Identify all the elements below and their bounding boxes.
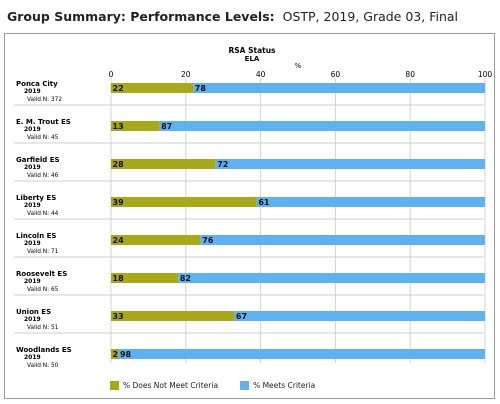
legend-label-not-meet: % Does Not Meet Criteria	[123, 381, 219, 390]
x-axis-label: %	[295, 62, 302, 70]
bar-meets	[193, 83, 485, 93]
data-label-meets: 61	[258, 198, 270, 207]
group-name-label: Union ES	[16, 308, 51, 316]
bar-not-meet	[111, 349, 119, 359]
group-valid-n-label: Valid N: 44	[27, 211, 59, 217]
group-valid-n-label: Valid N: 45	[27, 135, 59, 141]
data-label-meets: 98	[120, 350, 132, 359]
group-year-label: 2019	[24, 88, 41, 95]
x-tick-label: 80	[405, 70, 415, 79]
legend-swatch-not-meet	[110, 381, 119, 390]
data-label-not-meet: 24	[113, 236, 125, 245]
x-tick-label: 0	[109, 70, 114, 79]
data-label-meets: 78	[195, 84, 207, 93]
group-name-label: Liberty ES	[16, 194, 56, 202]
bar-meets	[200, 235, 485, 245]
bar-not-meet	[111, 273, 179, 283]
data-label-not-meet: 18	[113, 274, 125, 283]
bar-not-meet	[111, 83, 194, 93]
group-valid-n-label: Valid N: 372	[27, 97, 62, 103]
bar-not-meet	[111, 197, 257, 207]
x-tick-label: 40	[256, 70, 266, 79]
group-year-label: 2019	[24, 126, 41, 133]
group-name-label: Roosevelt ES	[16, 270, 67, 278]
group-year-label: 2019	[24, 240, 41, 247]
group-name-label: Ponca City	[16, 80, 58, 88]
group-year-label: 2019	[24, 278, 41, 285]
chart-legend: % Does Not Meet Criteria % Meets Criteri…	[110, 381, 337, 390]
group-name-label: E. M. Trout ES	[16, 118, 71, 126]
data-label-not-meet: 2	[113, 350, 119, 359]
x-tick-label: 60	[331, 70, 341, 79]
data-label-not-meet: 22	[113, 84, 124, 93]
page-title: Group Summary: Performance Levels: OSTP,…	[7, 9, 458, 24]
bar-meets	[118, 349, 485, 359]
chart-title: RSA Status	[228, 46, 276, 55]
group-year-label: 2019	[24, 164, 41, 171]
data-label-meets: 87	[161, 122, 172, 131]
group-name-label: Woodlands ES	[16, 346, 72, 354]
group-valid-n-label: Valid N: 46	[27, 173, 59, 179]
data-label-meets: 76	[202, 236, 214, 245]
bar-meets	[178, 273, 485, 283]
group-valid-n-label: Valid N: 50	[27, 363, 59, 369]
legend-item-not-meet: % Does Not Meet Criteria	[110, 381, 218, 390]
data-label-not-meet: 28	[113, 160, 125, 169]
data-label-not-meet: 13	[113, 122, 124, 131]
title-colon: :	[269, 9, 275, 24]
bar-not-meet	[111, 235, 201, 245]
data-label-meets: 72	[217, 160, 228, 169]
group-valid-n-label: Valid N: 65	[27, 287, 59, 293]
bar-not-meet	[111, 121, 160, 131]
bar-not-meet	[111, 159, 216, 169]
bar-not-meet	[111, 311, 235, 321]
bar-meets	[159, 121, 485, 131]
data-label-not-meet: 39	[113, 198, 125, 207]
legend-label-meets: % Meets Criteria	[253, 381, 316, 390]
group-year-label: 2019	[24, 354, 41, 361]
group-valid-n-label: Valid N: 71	[27, 249, 59, 255]
group-year-label: 2019	[24, 202, 41, 209]
legend-item-meets: % Meets Criteria	[240, 381, 315, 390]
group-name-label: Garfield ES	[16, 156, 60, 164]
group-year-label: 2019	[24, 316, 41, 323]
group-name-label: Lincoln ES	[16, 232, 56, 240]
chart-frame	[4, 33, 495, 399]
bar-meets	[256, 197, 485, 207]
chart-subtitle: ELA	[245, 55, 260, 63]
page-title-detail: OSTP, 2019, Grade 03, Final	[282, 9, 459, 24]
group-valid-n-label: Valid N: 51	[27, 325, 59, 331]
x-tick-label: 20	[181, 70, 191, 79]
data-label-not-meet: 33	[113, 312, 124, 321]
x-tick-label: 100	[478, 70, 493, 79]
page-title-bold: Group Summary: Performance Levels	[7, 9, 270, 24]
bar-meets	[234, 311, 485, 321]
data-label-meets: 67	[236, 312, 247, 321]
data-label-meets: 82	[180, 274, 191, 283]
legend-swatch-meets	[240, 381, 250, 390]
bar-meets	[215, 159, 485, 169]
